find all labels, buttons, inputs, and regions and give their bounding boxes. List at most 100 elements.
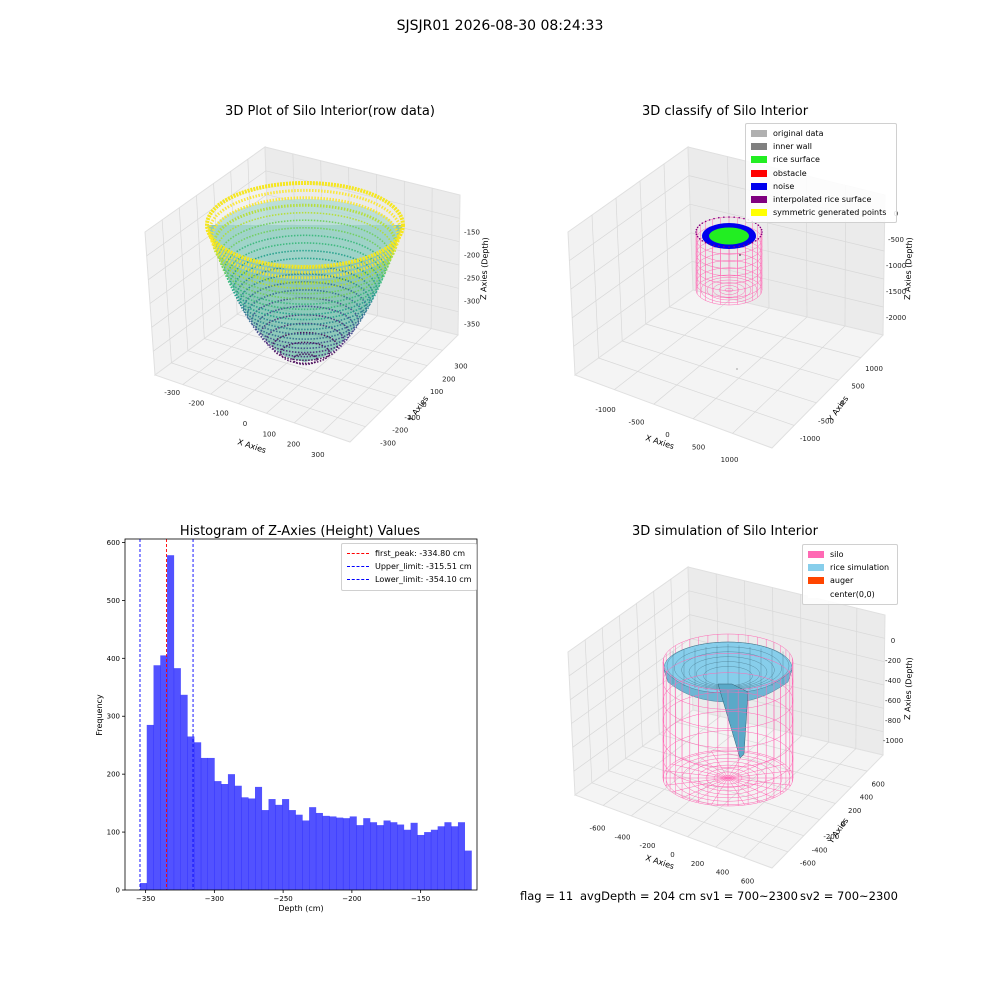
simulation-rice-funnel (717, 683, 749, 759)
simulation-legend-item: center(0,0) (808, 588, 892, 601)
histogram-bar (444, 822, 452, 890)
histogram-bar (254, 786, 263, 890)
simulation-silo-floor-spoke (665, 770, 729, 779)
classify-legend-item: original data (751, 127, 891, 140)
histogram-bar (167, 555, 175, 890)
histogram-x-axis-label: Depth (cm) (278, 904, 323, 913)
raw-bowl-ring (221, 226, 389, 300)
histogram-bar (322, 815, 330, 890)
simulation-y-tick-label: 200 (848, 807, 861, 815)
raw-bowl-ring (229, 249, 381, 316)
raw-bowl-inner (213, 199, 397, 267)
histogram-bar (383, 820, 391, 890)
classify-legend: original data inner wall rice surface obsta… (745, 123, 897, 224)
simulation-z-tick-label: -800 (885, 717, 901, 725)
classify-interpolated-point (701, 240, 704, 242)
simulation-silo-floor-spoke (727, 770, 791, 779)
histogram-legend-label: first_peak: -334.80 cm (375, 549, 466, 559)
classify-legend-label: obstacle (773, 168, 807, 178)
simulation-rice-front-slope (663, 669, 793, 703)
histogram-bar (139, 883, 148, 890)
classify-interpolated-point (747, 243, 750, 245)
histogram-bar (268, 799, 276, 890)
classify-interpolated-point (704, 241, 707, 244)
histogram-y-tick-label: 600 (107, 539, 120, 547)
histogram-bar (187, 736, 195, 890)
histogram-bar (282, 799, 290, 890)
histogram-legend-item: first_peak: -334.80 cm (347, 547, 471, 560)
classify-interpolated-point (760, 228, 763, 231)
histogram-y-tick-label: 500 (107, 597, 120, 605)
classify-interpolated-point (723, 246, 725, 248)
raw-plot-title: 3D Plot of Silo Interior(row data) (225, 104, 435, 119)
classify-legend-item: interpolated rice surface (751, 193, 891, 206)
histogram-bar (437, 826, 445, 890)
classify-legend-label: interpolated rice surface (773, 195, 872, 205)
histogram-bar (194, 742, 202, 890)
classify-legend-swatch (751, 209, 767, 217)
simulation-silo-floor-spoke (665, 777, 729, 786)
classify-interpolated-point (738, 216, 740, 219)
classify-legend-label: rice surface (773, 155, 820, 165)
classify-legend-item: rice surface (751, 153, 891, 166)
classify-y-tick-label: -1000 (800, 435, 820, 443)
histogram-bar (207, 757, 215, 890)
simulation-silo-floor-spoke (671, 763, 729, 779)
histogram-bar (315, 812, 323, 890)
raw-z-tick-label: -350 (464, 321, 480, 329)
simulation-silo-ring (662, 633, 794, 691)
raw-x-tick-label: -300 (164, 389, 180, 397)
histogram-bar (241, 797, 249, 890)
classify-silo-floor-ring (724, 287, 734, 293)
classify-interpolated-point (708, 219, 711, 221)
histogram-bar (369, 822, 378, 890)
classify-interpolated-point (754, 240, 757, 242)
histogram-bar (397, 824, 405, 890)
classify-interpolated-point (743, 244, 745, 247)
simulation-y-tick-label: -200 (823, 833, 839, 841)
classify-silo-floor-ring (718, 285, 740, 295)
simulation-x-tick-label: 0 (670, 851, 674, 859)
classify-x-tick-label: 1000 (721, 456, 739, 464)
histogram-y-tick-label: 0 (116, 887, 120, 895)
classify-legend-item: inner wall (751, 140, 891, 153)
simulation-z-axis-label: Z Axies (Depth) (903, 657, 914, 720)
histogram-bar (234, 785, 242, 890)
simulation-y-tick-label: 400 (860, 794, 873, 802)
simulation-silo-ring (662, 749, 794, 807)
simulation-y-tick-label: 600 (871, 781, 884, 789)
classify-x-tick-label: -500 (629, 419, 645, 427)
simulation-x-tick-label: -600 (590, 824, 606, 832)
classify-legend-swatch (751, 196, 767, 204)
simulation-silo-ring (662, 711, 794, 768)
classify-interpolated-point (696, 235, 699, 238)
simulation-z-tick-label: -400 (885, 677, 901, 685)
simulation-legend-label: center(0,0) (830, 589, 875, 599)
classify-z-tick-label: -2000 (886, 314, 906, 322)
classify-interpolated-point (696, 226, 699, 229)
classify-interpolated-point (695, 228, 698, 231)
simulation-legend-label: auger (830, 576, 854, 586)
raw-x-tick-label: -100 (213, 410, 229, 418)
histogram-bar (173, 668, 181, 890)
classify-interpolated-point (708, 243, 711, 245)
histogram-legend-label: Upper_limit: -315.51 cm (375, 562, 472, 572)
raw-x-tick-label: 300 (311, 451, 324, 459)
classify-interpolated-point (759, 226, 762, 229)
simulation-legend-item: auger (808, 574, 892, 587)
simulation-silo-floor-spoke (710, 777, 729, 806)
raw-bowl-ring (218, 219, 392, 295)
raw-x-tick-label: 0 (243, 420, 247, 428)
histogram-bar (302, 820, 310, 890)
raw-y-tick-label: 100 (430, 388, 443, 396)
raw-z-axis-label: Z Axies (Depth) (479, 237, 490, 300)
histogram-y-tick-label: 100 (107, 829, 120, 837)
raw-x-tick-label: 200 (287, 441, 300, 449)
histogram-frame (124, 538, 478, 891)
classify-floor-pane (573, 289, 884, 449)
classify-interpolated-point (757, 224, 760, 226)
classify-interpolated-point (761, 231, 763, 233)
footer-flag: flag = 11 (520, 889, 574, 903)
footer-sv1: sv1 = 700~2300 (700, 889, 798, 903)
